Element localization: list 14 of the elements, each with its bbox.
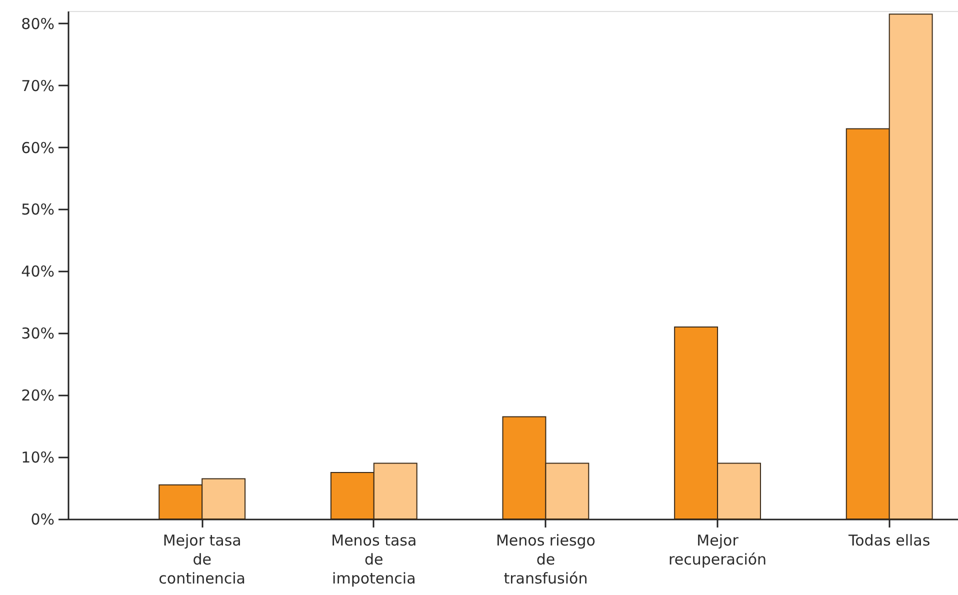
x-tick-label: Menos riesgo de transfusión xyxy=(496,532,596,588)
x-tick-label: Menos tasa de impotencia xyxy=(331,532,417,588)
y-tick-label: 70% xyxy=(21,76,54,95)
y-tick-label: 50% xyxy=(21,200,54,219)
y-tick-label: 20% xyxy=(21,386,54,405)
y-tick-label: 40% xyxy=(21,262,54,281)
y-tick-label: 0% xyxy=(30,510,54,528)
x-tick-label: Mejor tasa de continencia xyxy=(158,532,246,588)
y-tick-label: 10% xyxy=(21,448,54,467)
x-tick-label: Mejor recuperación xyxy=(668,532,767,568)
x-tick-label: Todas ellas xyxy=(848,532,930,550)
y-tick-label: 80% xyxy=(21,14,54,33)
y-tick-label: 60% xyxy=(21,138,54,157)
y-tick-label: 30% xyxy=(21,324,54,343)
